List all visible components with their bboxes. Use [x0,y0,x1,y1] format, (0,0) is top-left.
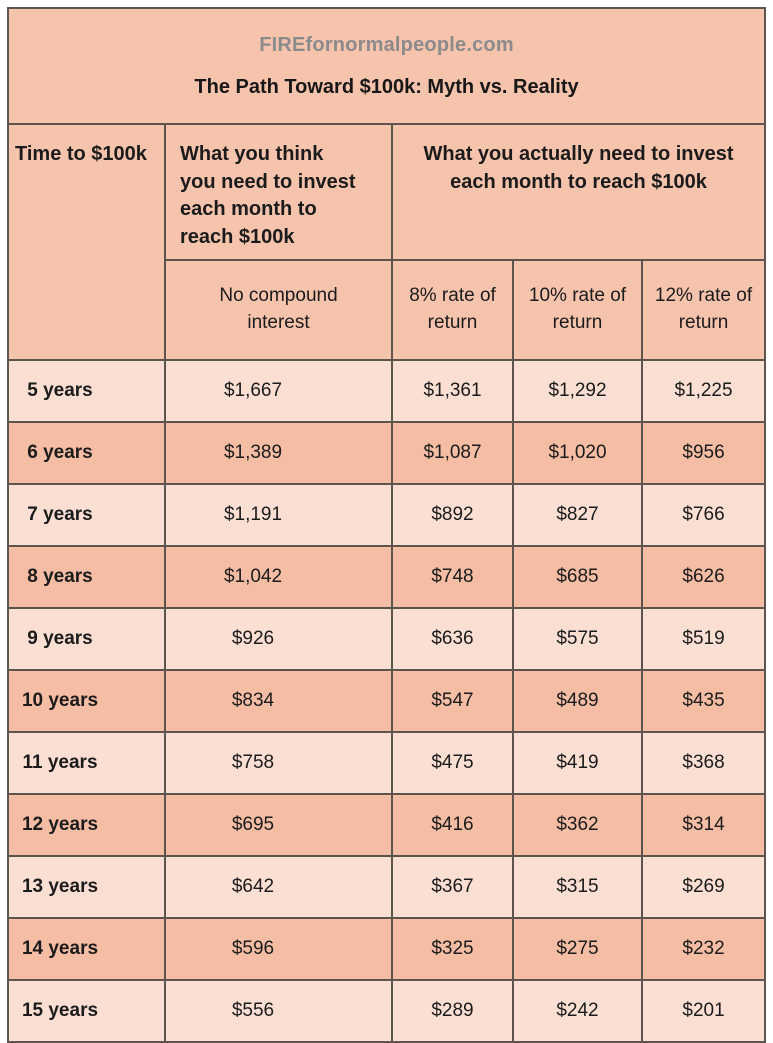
reality-header-line: each month to reach $100k [450,170,707,193]
infographic-container: FIREfornormalpeople.com The Path Toward … [6,7,767,1043]
value-cell: $368 [640,731,767,796]
title-row: FIREfornormalpeople.com The Path Toward … [6,7,767,125]
value-cell: $834 [164,669,393,734]
value-cell: $1,361 [391,359,514,424]
subheader-8-percent: 8% rate of return [391,259,514,362]
value-cell: $556 [164,979,393,1043]
value-cell: $489 [512,669,643,734]
value-cell: $1,225 [640,359,767,424]
table-row: 8 years $1,042 $748 $685 $626 [7,545,767,610]
value-cell: $242 [512,979,643,1043]
year-cell: 15 years [7,979,166,1043]
value-cell: $315 [512,855,643,920]
year-cell: 8 years [7,545,166,610]
value-cell: $475 [391,731,514,796]
subheader-line: interest [247,312,310,334]
year-cell: 13 years [7,855,166,920]
table-row: 5 years $1,667 $1,361 $1,292 $1,225 [7,359,767,424]
value-cell: $547 [391,669,514,734]
value-cell: $289 [391,979,514,1043]
year-cell: 14 years [7,917,166,982]
value-cell: $748 [391,545,514,610]
year-cell: 5 years [7,359,166,424]
value-cell: $626 [640,545,767,610]
subheader-line: return [552,312,603,334]
value-cell: $596 [164,917,393,982]
header-row: Time to $100k What you think you need to… [7,122,767,362]
value-cell: $362 [512,793,643,858]
value-cell: $685 [512,545,643,610]
myth-column-header: What you think you need to invest each m… [164,122,393,262]
value-cell: $827 [512,483,643,548]
subheader-line: 12% rate of [654,285,753,307]
value-cell: $367 [391,855,514,920]
value-cell: $1,292 [512,359,643,424]
table-row: 15 years $556 $289 $242 $201 [7,979,767,1043]
subheader-12-percent: 12% rate of return [640,259,767,362]
subheader-line: 8% rate of [409,285,496,307]
value-cell: $1,667 [164,359,393,424]
title-cell: FIREfornormalpeople.com The Path Toward … [6,7,767,125]
year-cell: 6 years [7,421,166,486]
table-row: 7 years $1,191 $892 $827 $766 [7,483,767,548]
site-name: FIREfornormalpeople.com [259,33,514,56]
value-cell: $201 [640,979,767,1043]
year-cell: 7 years [7,483,166,548]
myth-header-line: each month to [180,198,317,221]
table-row: 6 years $1,389 $1,087 $1,020 $956 [7,421,767,486]
subheader-line: return [427,312,478,334]
value-cell: $575 [512,607,643,672]
table-row: 10 years $834 $547 $489 $435 [7,669,767,734]
path-to-100k-table: FIREfornormalpeople.com The Path Toward … [6,7,767,1043]
value-cell: $435 [640,669,767,734]
value-cell: $519 [640,607,767,672]
subheader-no-compound-interest: No compound interest [164,259,393,362]
myth-header-line: you need to invest [180,170,356,193]
myth-header-line: reach $100k [180,225,295,248]
value-cell: $956 [640,421,767,486]
value-cell: $1,042 [164,545,393,610]
value-cell: $636 [391,607,514,672]
reality-column-header: What you actually need to invest each mo… [390,122,767,262]
value-cell: $695 [164,793,393,858]
subheader-10-percent: 10% rate of return [512,259,643,362]
value-cell: $892 [391,483,514,548]
table-row: 9 years $926 $636 $575 $519 [7,607,767,672]
table-row: 13 years $642 $367 $315 $269 [7,855,767,920]
subheader-line: return [678,312,729,334]
myth-header-line: What you think [180,143,324,165]
value-cell: $269 [640,855,767,920]
value-cell: $766 [640,483,767,548]
table-row: 11 years $758 $475 $419 $368 [7,731,767,796]
value-cell: $758 [164,731,393,796]
value-cell: $419 [512,731,643,796]
table-row: 12 years $695 $416 $362 $314 [7,793,767,858]
reality-header-line: What you actually need to invest [423,143,734,165]
value-cell: $1,191 [164,483,393,548]
value-cell: $1,389 [164,421,393,486]
table-body: 5 years $1,667 $1,361 $1,292 $1,225 6 years $1… [7,359,767,1043]
year-cell: 11 years [7,731,166,796]
year-cell: 10 years [7,669,166,734]
value-cell: $275 [512,917,643,982]
subheader-row: No compound interest 8% rate of return 1… [8,259,767,362]
value-cell: $416 [391,793,514,858]
subheader-line: 10% rate of [528,285,627,307]
table-row: 14 years $596 $325 $275 $232 [7,917,767,982]
subheader-line: No compound [219,285,338,307]
value-cell: $232 [640,917,767,982]
time-to-100k-header: Time to $100k [7,122,166,362]
value-cell: $314 [640,793,767,858]
value-cell: $926 [164,607,393,672]
year-cell: 12 years [7,793,166,858]
value-cell: $1,020 [512,421,643,486]
value-cell: $642 [164,855,393,920]
page-title: The Path Toward $100k: Myth vs. Reality [194,75,579,98]
year-cell: 9 years [7,607,166,672]
value-cell: $1,087 [391,421,514,486]
value-cell: $325 [391,917,514,982]
